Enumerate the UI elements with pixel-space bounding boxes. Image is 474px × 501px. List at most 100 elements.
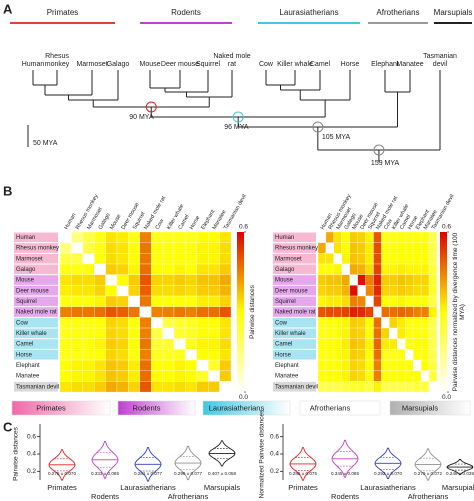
y-tick-label: 0.4 — [27, 451, 36, 458]
heatmap-cell — [405, 359, 414, 371]
heatmap-cell — [357, 349, 366, 361]
heatmap-cell — [420, 359, 430, 371]
heatmap-cell — [389, 253, 398, 265]
row-label-bg — [273, 307, 316, 317]
heatmap-cell — [94, 285, 106, 297]
heatmap-cell — [196, 381, 209, 393]
row-label-bg — [14, 253, 58, 264]
heatmap-cell — [116, 274, 129, 286]
heatmap-cell — [94, 359, 106, 371]
stat-label: 0.292 ± 0.070 — [374, 471, 403, 476]
heatmap-cell — [381, 338, 390, 350]
heatmap-cell — [116, 253, 129, 265]
heatmap-cell — [381, 231, 390, 243]
heatmap-cell — [365, 253, 374, 265]
heatmap-cell — [128, 295, 140, 307]
heatmap-cell — [128, 381, 140, 393]
heatmap-cell — [389, 285, 398, 297]
row-label: Naked mole rat — [275, 310, 316, 316]
heatmap-cell — [219, 327, 232, 339]
heatmap-cell — [139, 274, 152, 286]
heatmap-cell — [365, 285, 374, 297]
heatmap-cell — [105, 317, 118, 329]
row-label-bg — [273, 349, 316, 360]
row-label-bg — [273, 339, 316, 349]
row-label: Deer mouse — [275, 288, 308, 294]
heatmap-cell — [94, 274, 106, 286]
heatmap-cell — [381, 359, 390, 371]
heatmap-cell — [116, 295, 129, 307]
heatmap-cell — [381, 263, 390, 275]
heatmap-cell — [196, 349, 209, 361]
heatmap-cell — [162, 285, 175, 297]
heatmap-cell — [185, 231, 197, 243]
stat-label: 0.279 ± 0.072 — [414, 471, 443, 476]
heatmap-cell — [349, 370, 358, 382]
violin — [446, 459, 474, 476]
heatmap-cell — [349, 338, 358, 350]
heatmap-cell — [94, 253, 106, 265]
heatmap-cell — [128, 327, 140, 339]
category-label: Marsupials — [204, 483, 241, 492]
row-label: Galago — [275, 267, 295, 273]
heatmap-cell — [105, 349, 118, 361]
heatmap-cell — [420, 370, 430, 382]
heatmap-cell — [428, 370, 438, 382]
group-label: Afrotherians — [376, 8, 419, 17]
heatmap-cell — [185, 263, 197, 275]
heatmap-cell — [317, 231, 327, 243]
row-label: Tasmanian devil — [275, 384, 318, 390]
heatmap-cell — [151, 231, 163, 243]
heatmap-cell — [151, 253, 163, 265]
heatmap-cell — [325, 285, 335, 297]
stat-label: 0.285 ± 0.075 — [289, 471, 318, 476]
heatmap-cell — [333, 285, 342, 297]
heatmap-cell — [333, 253, 342, 265]
heatmap-cell — [151, 381, 163, 393]
heatmap-cell — [59, 359, 72, 371]
heatmap-cell — [128, 370, 140, 382]
y-axis-label: Pairwise distances — [13, 426, 20, 481]
heatmap-cell — [173, 295, 186, 307]
heatmap-cell — [317, 306, 327, 318]
legend-label: Marsupials — [402, 403, 439, 412]
category-label: Afrotherians — [408, 492, 449, 501]
heatmap-cell — [349, 242, 358, 254]
heatmap-cell — [208, 306, 220, 318]
heatmap-cell — [59, 306, 72, 318]
heatmap-cell — [196, 253, 209, 265]
heatmap-cell — [151, 274, 163, 286]
row-label: Killer whale — [275, 331, 306, 337]
heatmap-cell — [219, 242, 232, 254]
heatmap-cell — [357, 359, 366, 371]
heatmap-cell — [333, 231, 342, 243]
heatmap-cell — [185, 349, 197, 361]
heatmap-cell — [185, 370, 197, 382]
heatmap-cell — [428, 359, 438, 371]
heatmap-cell — [405, 274, 414, 286]
heatmap-cell — [373, 370, 382, 382]
heatmap-cell — [173, 349, 186, 361]
heatmap-cell — [389, 370, 398, 382]
colorbar-tick-label: 0.0 — [442, 394, 451, 401]
node-label: 96 MYA — [224, 124, 249, 131]
colorbar-tick-label: 0.0 — [239, 394, 248, 401]
violin — [289, 447, 317, 481]
heatmap-cell — [59, 370, 72, 382]
row-label: Camel — [275, 342, 292, 348]
heatmap-cell — [185, 274, 197, 286]
heatmap-cell — [82, 285, 95, 297]
heatmap-cell — [116, 381, 129, 393]
heatmap-cell — [105, 253, 118, 265]
stat-label: 0.281 ± 0.077 — [134, 471, 163, 476]
heatmap-cell — [381, 317, 390, 329]
heatmap-cell — [420, 231, 430, 243]
heatmap-cell — [105, 231, 118, 243]
heatmap-cell — [341, 338, 350, 350]
heatmap-cell — [428, 295, 438, 307]
heatmap-cell — [219, 274, 232, 286]
heatmap-cell — [59, 285, 72, 297]
heatmap-cell — [341, 231, 350, 243]
heatmap-cell — [428, 317, 438, 329]
heatmap-cell — [128, 253, 140, 265]
